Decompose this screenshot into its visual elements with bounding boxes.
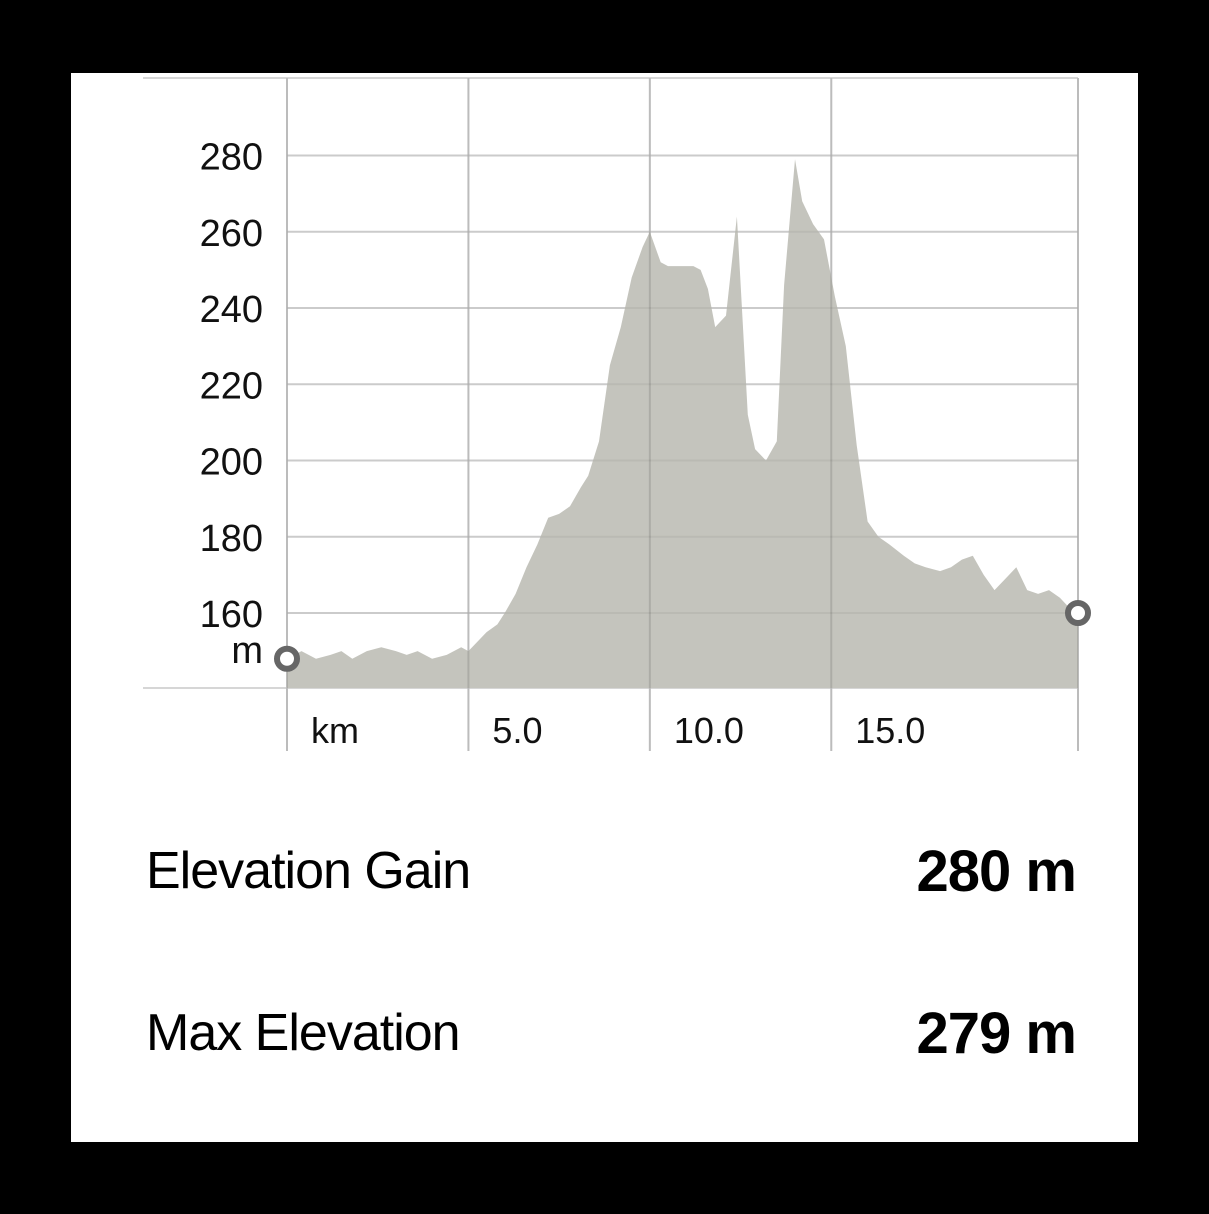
x-tick-label: 10.0: [674, 710, 744, 751]
y-tick-label: 220: [200, 365, 263, 407]
y-tick-label: 240: [200, 289, 263, 331]
elevation-gain-value: 280 m: [916, 839, 1077, 904]
x-tick-label: 5.0: [492, 710, 542, 751]
start-marker: [274, 645, 300, 672]
end-marker: [1065, 600, 1091, 626]
y-tick-label: 260: [200, 213, 263, 255]
grid-overlay: [286, 78, 1079, 751]
y-tick-label: 160: [200, 594, 263, 636]
elevation-chart: 160 180 200 220 240 260 280 km 5.0 10.0 15.0 m: [143, 77, 1091, 751]
y-axis-labels: 160 180 200 220 240 260 280: [200, 137, 263, 637]
route-markers: [274, 600, 1091, 672]
y-tick-label: 180: [200, 518, 263, 560]
x-axis-labels: km 5.0 10.0 15.0: [311, 710, 925, 751]
x-tick-label: 15.0: [855, 710, 925, 751]
elevation-gain-label: Elevation Gain: [146, 842, 471, 900]
elevation-card: 160 180 200 220 240 260 280 km 5.0 10.0 15.0 m El…: [71, 73, 1138, 1142]
max-elevation-label: Max Elevation: [146, 1004, 461, 1062]
max-elevation-value: 279 m: [916, 1001, 1077, 1066]
y-axis-unit: m: [231, 630, 263, 672]
y-tick-label: 280: [200, 137, 263, 179]
x-tick-label: km: [311, 710, 359, 751]
y-tick-label: 200: [200, 442, 263, 484]
elevation-area: [287, 159, 1078, 689]
